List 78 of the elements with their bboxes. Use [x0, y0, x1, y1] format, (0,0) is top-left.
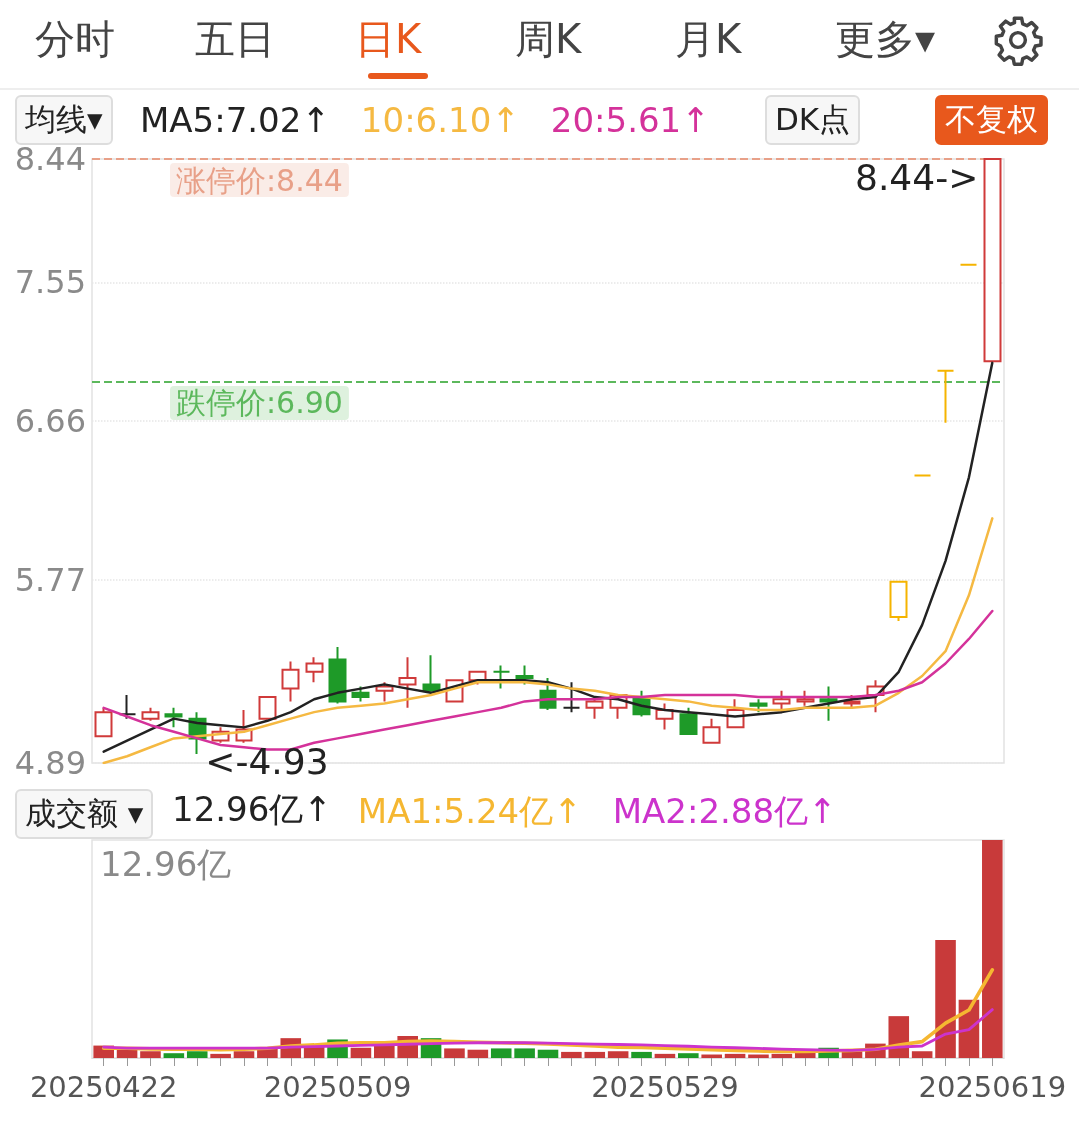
bar [444, 1048, 465, 1058]
annotation: 12.96亿 [100, 844, 232, 884]
bar [374, 1045, 395, 1058]
text: 均线▾ [25, 101, 103, 137]
bar [537, 1049, 559, 1058]
annotation: 8.44-> [855, 156, 979, 198]
bar [490, 1048, 512, 1058]
x-tick-label: 20250509 [263, 1069, 412, 1104]
text: 10:6.10↑ [360, 100, 520, 140]
ref-line-label: 涨停价:8.44 [176, 162, 343, 198]
ref-line-label: 跌停价:6.90 [176, 385, 343, 421]
annotation: <-4.93 [205, 741, 329, 783]
candlestick [164, 706, 183, 729]
bar [607, 1051, 629, 1058]
candlestick [328, 646, 347, 705]
candlestick [913, 474, 932, 477]
bar [210, 1053, 231, 1058]
candlestick [562, 681, 581, 714]
y-tick-label: 4.89 [14, 744, 86, 782]
bar [771, 1053, 793, 1058]
text: MA2:2.88亿↑ [612, 791, 837, 831]
candlestick [281, 660, 300, 703]
candlestick [585, 698, 604, 720]
bar [678, 1053, 699, 1058]
text: 更多▾ [835, 15, 936, 64]
bar [654, 1053, 676, 1058]
candlestick [655, 702, 674, 731]
text: 五日 [195, 15, 275, 64]
bar [631, 1051, 652, 1058]
text: 日K [355, 15, 422, 64]
candlestick [889, 580, 908, 622]
bar [233, 1051, 255, 1058]
bar [116, 1049, 138, 1058]
candlestick [749, 698, 768, 714]
bar [467, 1049, 489, 1058]
candlestick [492, 664, 511, 690]
candlestick [258, 696, 277, 720]
y-tick-label: 8.44 [14, 140, 86, 178]
candlestick [305, 656, 324, 684]
bar [724, 1053, 746, 1058]
candlestick [398, 656, 417, 709]
text: 不复权 [935, 95, 1048, 145]
x-tick-label: 20250529 [591, 1069, 739, 1104]
bar [186, 1051, 208, 1058]
bar [794, 1052, 816, 1058]
candlestick [702, 717, 721, 744]
candlestick [422, 654, 441, 692]
text: MA5:7.02↑ [140, 100, 330, 140]
bar [982, 840, 1003, 1058]
candlestick [351, 685, 370, 703]
candlestick [94, 706, 113, 738]
candlestick [141, 706, 160, 722]
candlestick [679, 706, 698, 735]
bar [140, 1051, 161, 1058]
candlestick [983, 158, 1002, 363]
text: 分时 [35, 15, 115, 64]
x-tick-label: 20250619 [918, 1069, 1067, 1104]
bar [350, 1047, 372, 1058]
candlestick [936, 369, 955, 424]
x-tick-label: 20250422 [29, 1069, 178, 1104]
text: 周K [515, 15, 582, 64]
bar [584, 1051, 606, 1058]
text: DK点 [765, 95, 861, 145]
bar [514, 1048, 535, 1058]
text: 成交额 ▾ [15, 789, 154, 839]
bar [935, 940, 956, 1058]
text: MA1:5.24亿↑ [357, 791, 582, 831]
text: 月K [675, 15, 742, 64]
candlestick [959, 263, 978, 266]
text: 12.96亿↑ [172, 788, 332, 831]
text: 20:5.61↑ [550, 100, 710, 140]
y-tick-label: 5.77 [14, 560, 86, 599]
bar [911, 1051, 933, 1058]
bar [163, 1053, 185, 1058]
y-tick-label: 6.66 [14, 402, 86, 441]
candlestick [819, 685, 838, 722]
y-tick-label: 7.55 [14, 263, 86, 302]
bar [561, 1051, 582, 1058]
